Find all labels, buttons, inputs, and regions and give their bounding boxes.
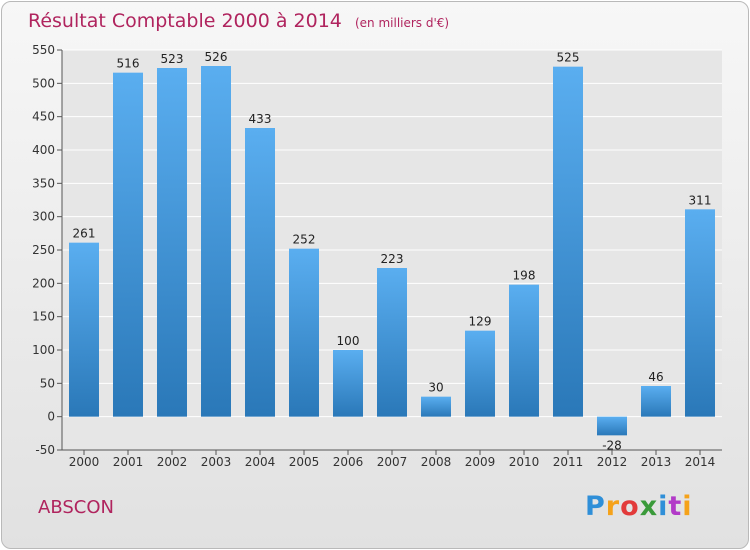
bar xyxy=(289,248,319,417)
data-label: 100 xyxy=(337,334,360,348)
bar xyxy=(333,350,363,417)
bar xyxy=(465,330,495,417)
bar xyxy=(553,66,583,417)
y-tick-label: 350 xyxy=(32,176,55,190)
y-tick-label: 200 xyxy=(32,276,55,290)
x-tick-label: 2012 xyxy=(597,455,628,469)
y-tick-label: 150 xyxy=(32,310,55,324)
x-tick-label: 2001 xyxy=(113,455,144,469)
x-tick-label: 2002 xyxy=(157,455,188,469)
bar xyxy=(509,284,539,417)
logo-letter: x xyxy=(639,491,659,522)
data-label: 46 xyxy=(648,370,663,384)
x-tick-label: 2005 xyxy=(289,455,320,469)
data-label: 223 xyxy=(381,252,404,266)
y-tick-label: 0 xyxy=(47,410,55,424)
bar xyxy=(421,396,451,417)
x-tick-label: 2011 xyxy=(553,455,584,469)
data-label: 525 xyxy=(557,51,580,65)
y-tick-label: 450 xyxy=(32,110,55,124)
proxiti-logo[interactable]: Proxiti xyxy=(585,491,693,522)
x-tick-label: 2013 xyxy=(641,455,672,469)
data-label: 523 xyxy=(161,52,184,66)
bar xyxy=(597,416,627,436)
y-axis: -50 0 50 100 150 200 250 300 350 400 450 500 550 xyxy=(32,43,63,457)
data-label: 433 xyxy=(249,112,272,126)
data-label: 526 xyxy=(205,50,228,64)
y-tick-label: 100 xyxy=(32,343,55,357)
x-tick-label: 2004 xyxy=(245,455,276,469)
data-label: 30 xyxy=(428,381,443,395)
chart-subtitle: (en milliers d'€) xyxy=(354,16,450,30)
x-tick-label: 2003 xyxy=(201,455,232,469)
chart-title: Résultat Comptable 2000 à 2014 xyxy=(28,10,342,32)
x-tick-label: 2006 xyxy=(333,455,364,469)
data-label: 311 xyxy=(689,193,712,207)
y-tick-label: 300 xyxy=(32,210,55,224)
x-axis: 2000 2001 2002 2003 2004 2005 2006 2007 2008 2009… xyxy=(62,449,722,469)
x-tick-label: 2014 xyxy=(685,455,716,469)
x-tick-label: 2008 xyxy=(421,455,452,469)
bar xyxy=(377,268,407,417)
city-name: ABSCON xyxy=(38,497,114,518)
x-tick-label: 2007 xyxy=(377,455,408,469)
y-tick-label: 400 xyxy=(32,143,55,157)
y-tick-label: 50 xyxy=(40,376,55,390)
bar xyxy=(685,209,715,417)
bars-group xyxy=(69,66,715,436)
x-tick-label: 2009 xyxy=(465,455,496,469)
bar xyxy=(69,242,99,417)
y-tick-label: 500 xyxy=(32,76,55,90)
data-label: 129 xyxy=(469,315,492,329)
logo-letter: P xyxy=(585,491,606,522)
data-labels-group: 261 516 523 526 433 252 100 223 30 129 198 525 -28 46… xyxy=(73,50,712,452)
bar xyxy=(245,128,275,417)
logo-letter: i xyxy=(658,491,669,522)
y-tick-label: 250 xyxy=(32,243,55,257)
logo-letter: r xyxy=(605,491,621,522)
logo-letter: o xyxy=(620,491,640,522)
data-label: 261 xyxy=(73,227,96,241)
x-tick-label: 2010 xyxy=(509,455,540,469)
y-tick-label: -50 xyxy=(35,443,55,457)
chart-title-group: Résultat Comptable 2000 à 2014 (en milli… xyxy=(28,10,449,32)
bar xyxy=(201,66,231,417)
data-label: 516 xyxy=(117,57,140,71)
data-label: 252 xyxy=(293,233,316,247)
data-label: 198 xyxy=(513,269,536,283)
y-tick-label: 550 xyxy=(32,43,55,57)
data-label: -28 xyxy=(602,438,622,452)
logo-letter: i xyxy=(682,491,693,522)
bar xyxy=(641,386,671,417)
bar xyxy=(157,68,187,417)
logo-letter: t xyxy=(668,491,683,522)
bar xyxy=(113,72,143,417)
x-tick-label: 2000 xyxy=(69,455,100,469)
